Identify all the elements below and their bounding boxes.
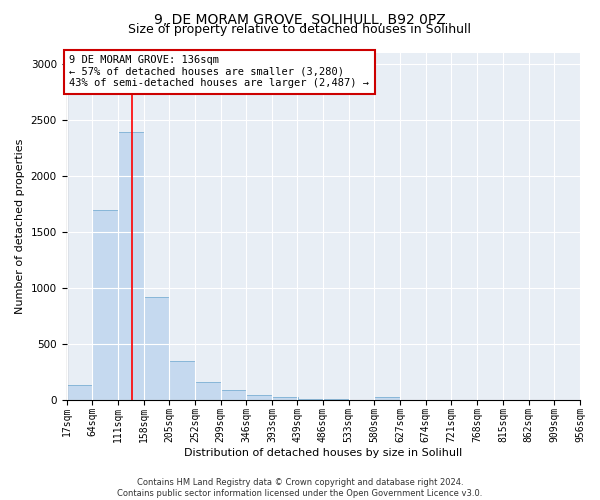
Bar bbox=[118, 132, 143, 400]
Bar bbox=[272, 397, 298, 400]
Text: 9, DE MORAM GROVE, SOLIHULL, B92 0PZ: 9, DE MORAM GROVE, SOLIHULL, B92 0PZ bbox=[154, 12, 446, 26]
Bar bbox=[67, 384, 92, 400]
Bar bbox=[143, 297, 169, 401]
Bar bbox=[92, 210, 118, 400]
Bar bbox=[195, 382, 221, 400]
Bar bbox=[247, 395, 272, 400]
X-axis label: Distribution of detached houses by size in Solihull: Distribution of detached houses by size … bbox=[184, 448, 463, 458]
Y-axis label: Number of detached properties: Number of detached properties bbox=[15, 139, 25, 314]
Bar bbox=[169, 361, 195, 401]
Text: Contains HM Land Registry data © Crown copyright and database right 2024.
Contai: Contains HM Land Registry data © Crown c… bbox=[118, 478, 482, 498]
Text: Size of property relative to detached houses in Solihull: Size of property relative to detached ho… bbox=[128, 24, 472, 36]
Bar bbox=[221, 390, 247, 400]
Text: 9 DE MORAM GROVE: 136sqm
← 57% of detached houses are smaller (3,280)
43% of sem: 9 DE MORAM GROVE: 136sqm ← 57% of detach… bbox=[70, 56, 370, 88]
Bar bbox=[297, 399, 323, 400]
Bar bbox=[374, 397, 400, 400]
